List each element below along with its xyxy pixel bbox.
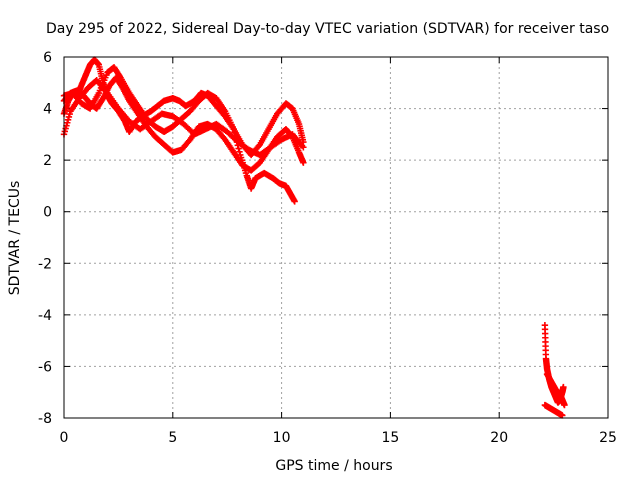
grid-layer [64, 57, 608, 418]
data-point [236, 148, 243, 155]
tick-layer [63, 56, 609, 419]
data-point [230, 126, 237, 133]
data-point [116, 73, 123, 80]
x-tick-label: 5 [168, 430, 177, 446]
data-point [560, 383, 567, 391]
y-tick-label: 4 [43, 102, 52, 118]
data-point [300, 144, 307, 151]
series-late-track-c [543, 370, 568, 409]
data-point [231, 129, 238, 136]
x-tick-label: 15 [381, 430, 399, 446]
data-point [235, 145, 242, 152]
y-tick-label: -6 [38, 359, 52, 375]
y-tick-label: -2 [38, 256, 52, 272]
y-tick-label: 6 [43, 50, 52, 66]
series-late-track-a [541, 321, 567, 406]
x-tick-label: 25 [599, 430, 617, 446]
points-layer [60, 56, 568, 419]
plot-frame [63, 56, 609, 419]
data-point [291, 198, 298, 205]
data-point [300, 159, 307, 166]
y-tick-label: 2 [43, 153, 52, 169]
y-tick-label: 0 [43, 205, 52, 221]
y-axis-label: SDTVAR / TECUs [7, 181, 23, 296]
series-track-d [60, 77, 307, 159]
tick-label-layer: 0 5 10 15 20 25 -8 -6 -4 -2 0 2 4 6 [38, 50, 617, 446]
x-axis-label: GPS time / hours [275, 458, 392, 474]
x-tick-label: 10 [273, 430, 291, 446]
x-tick-label: 0 [60, 430, 69, 446]
chart-title: Day 295 of 2022, Sidereal Day-to-day VTE… [46, 21, 609, 37]
x-tick-label: 20 [490, 430, 508, 446]
series-late-track-b [541, 401, 566, 419]
y-tick-label: -8 [38, 411, 52, 427]
y-tick-label: -4 [38, 308, 52, 324]
data-point [255, 142, 262, 150]
data-point [561, 401, 568, 409]
